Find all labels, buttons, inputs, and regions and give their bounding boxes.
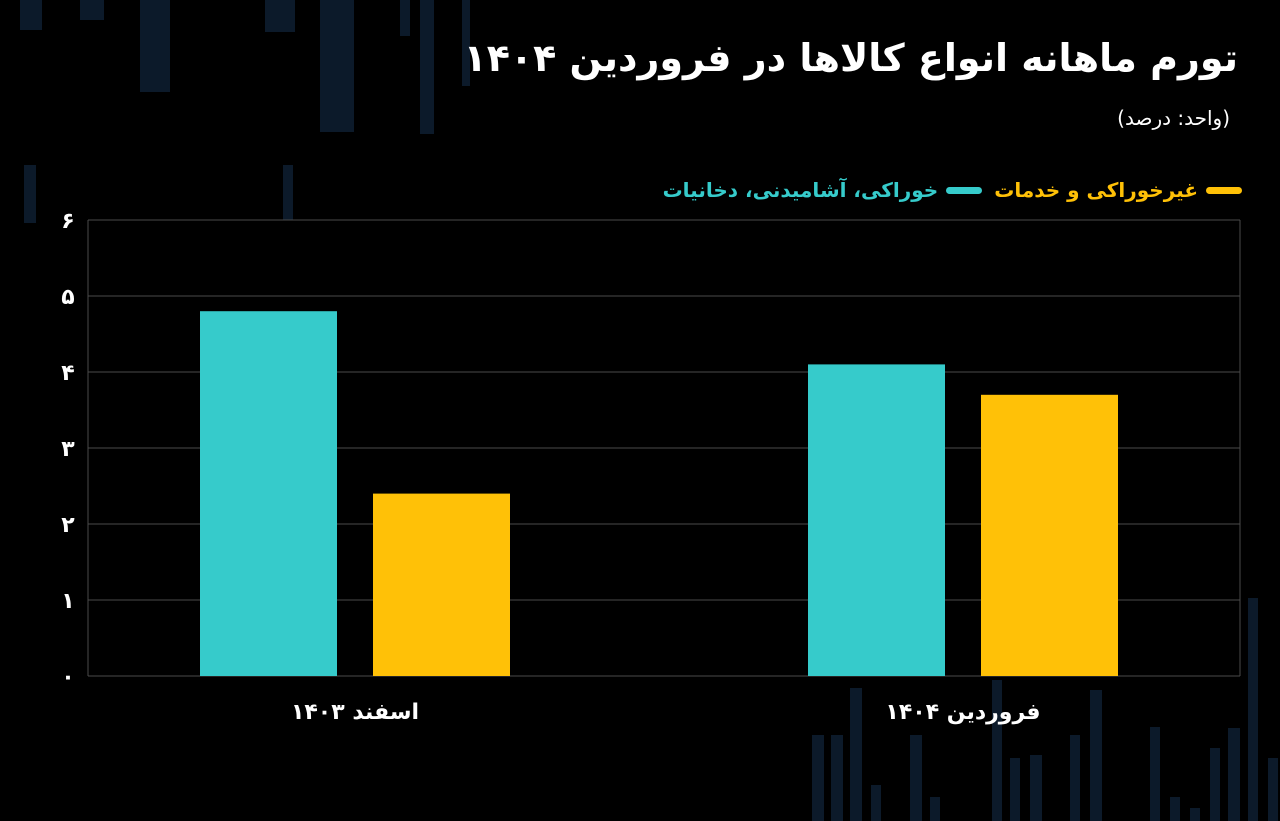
background-deco-bar <box>871 785 881 821</box>
background-deco-bar <box>265 0 295 32</box>
background-deco-bar <box>1010 758 1020 821</box>
background-deco-bar <box>930 797 940 821</box>
background-deco-bar <box>812 735 824 821</box>
background-deco-bar <box>462 0 470 86</box>
bar-nonfood-1 <box>981 394 1118 676</box>
legend-label-food: خوراکی، آشامیدنی، دخانیات <box>662 178 939 202</box>
y-tick-label: ۲ <box>61 513 75 538</box>
background-deco-bar <box>283 165 293 220</box>
legend-swatch-food <box>946 186 983 194</box>
background-deco-bar <box>20 0 42 30</box>
background-deco-bar <box>80 0 104 20</box>
y-tick-label: ۶ <box>61 209 74 234</box>
background-deco-bar <box>1190 808 1200 821</box>
page-title: تورم ماهانه انواع کالاها در فروردین ۱۴۰۴ <box>463 36 1238 80</box>
y-tick-label: ۱ <box>61 589 74 614</box>
background-deco-bar <box>1070 735 1080 821</box>
x-tick-label: اسفند ۱۴۰۳ <box>291 700 419 725</box>
bar-food-1 <box>808 364 945 676</box>
bar-nonfood-0 <box>373 493 510 676</box>
legend-item-nonfood: غیرخوراکی و خدمات <box>994 178 1242 202</box>
background-deco-bar <box>1030 755 1042 821</box>
background-deco-bar <box>1268 758 1278 821</box>
background-deco-bar <box>1170 797 1180 821</box>
background-deco-bar <box>420 0 434 134</box>
unit-note: (واحد: درصد) <box>1117 106 1230 130</box>
background-deco-bar <box>140 0 170 92</box>
y-tick-label: ۵ <box>61 285 74 310</box>
background-deco-bar <box>24 165 36 223</box>
background-deco-bar <box>1248 598 1258 821</box>
legend-label-nonfood: غیرخوراکی و خدمات <box>994 178 1198 202</box>
y-tick-label: ۳ <box>61 437 75 462</box>
background-deco-bar <box>831 735 843 821</box>
background-deco-bar <box>1150 727 1160 821</box>
bar-food-0 <box>200 311 337 676</box>
y-tick-label: ۴ <box>61 361 74 386</box>
legend-item-food: خوراکی، آشامیدنی، دخانیات <box>663 178 983 202</box>
y-tick-label: ۰ <box>61 665 74 690</box>
background-deco-bar <box>910 735 922 821</box>
background-deco-bar <box>400 0 410 36</box>
background-deco-bar <box>1210 748 1220 821</box>
background-deco-bar <box>992 680 1002 821</box>
chart-legend: غیرخوراکی و خدمات خوراکی، آشامیدنی، دخان… <box>663 178 1242 202</box>
x-tick-label: فروردین ۱۴۰۴ <box>885 700 1040 725</box>
background-deco-bar <box>1090 690 1102 821</box>
background-deco-bar <box>1228 728 1240 821</box>
background-deco-bar <box>850 688 862 821</box>
legend-swatch-nonfood <box>1206 186 1242 194</box>
background-deco-bar <box>320 0 354 132</box>
